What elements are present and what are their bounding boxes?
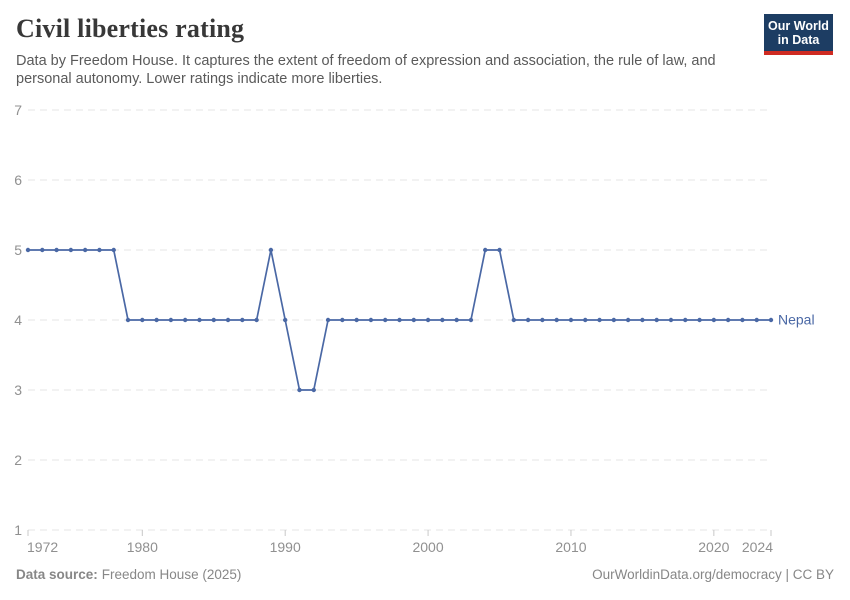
series-label-nepal: Nepal <box>778 312 815 328</box>
data-point <box>697 317 702 323</box>
rights-link[interactable]: OurWorldinData.org/democracy | CC BY <box>592 567 834 582</box>
data-point <box>411 317 416 323</box>
data-point <box>354 317 359 323</box>
data-source-label: Data source: <box>16 567 98 582</box>
data-point <box>40 247 45 253</box>
svg-text:1: 1 <box>14 522 22 538</box>
y-axis-labels: 1 2 3 4 5 6 7 <box>14 102 22 538</box>
data-point <box>768 317 774 323</box>
chart-subtitle: Data by Freedom House. It captures the e… <box>16 53 716 87</box>
data-point <box>54 247 59 253</box>
svg-text:2020: 2020 <box>698 539 729 555</box>
data-point <box>454 317 459 323</box>
data-point <box>297 387 302 393</box>
data-point <box>97 247 102 253</box>
page-title: Civil liberties rating <box>16 14 245 43</box>
svg-text:5: 5 <box>14 242 22 258</box>
data-point <box>540 317 545 323</box>
data-point <box>197 317 202 323</box>
svg-text:1972: 1972 <box>27 539 58 555</box>
data-point <box>640 317 645 323</box>
svg-text:2: 2 <box>14 452 22 468</box>
svg-text:7: 7 <box>14 102 22 118</box>
data-point <box>397 317 402 323</box>
data-point <box>468 317 474 323</box>
data-point <box>168 317 174 323</box>
data-source: Data source: Freedom House (2025) <box>16 567 241 582</box>
data-point <box>440 317 445 323</box>
data-point <box>740 317 745 323</box>
data-point <box>325 317 331 323</box>
data-point <box>525 317 531 323</box>
data-point <box>597 317 602 323</box>
data-point <box>154 317 159 323</box>
data-point <box>611 317 617 323</box>
svg-text:1990: 1990 <box>270 539 301 555</box>
svg-text:2000: 2000 <box>412 539 443 555</box>
data-point <box>311 387 316 393</box>
svg-text:2010: 2010 <box>555 539 586 555</box>
data-point <box>225 317 231 323</box>
owid-logo[interactable]: Our World in Data <box>764 14 833 55</box>
owid-logo-line1: Our World <box>768 19 829 33</box>
data-point <box>554 317 559 323</box>
svg-text:2024: 2024 <box>742 539 773 555</box>
data-point <box>511 317 517 323</box>
svg-text:1980: 1980 <box>127 539 158 555</box>
data-source-value: Freedom House (2025) <box>101 567 242 582</box>
svg-text:4: 4 <box>14 312 22 328</box>
data-point <box>111 247 116 253</box>
data-point <box>568 317 574 323</box>
data-point <box>82 247 88 253</box>
data-point <box>711 317 717 323</box>
data-point <box>383 317 388 323</box>
data-point <box>268 247 274 253</box>
svg-text:6: 6 <box>14 172 22 188</box>
series-nepal[interactable]: Nepal <box>25 247 815 393</box>
data-point <box>725 317 731 323</box>
data-point <box>140 317 145 323</box>
data-point <box>654 317 659 323</box>
data-point <box>25 247 31 253</box>
data-point <box>125 317 131 323</box>
data-point <box>368 317 374 323</box>
data-point <box>668 317 674 323</box>
data-point <box>340 317 345 323</box>
data-point <box>483 247 488 253</box>
data-point <box>240 317 245 323</box>
owid-logo-line2: in Data <box>777 33 820 47</box>
data-point <box>182 317 188 323</box>
data-point <box>211 317 216 323</box>
data-point <box>754 317 759 323</box>
data-point <box>68 247 74 253</box>
data-point <box>497 247 502 253</box>
data-point <box>625 317 631 323</box>
data-point <box>425 317 431 323</box>
data-point <box>583 317 588 323</box>
data-point <box>282 317 288 323</box>
data-point <box>683 317 688 323</box>
svg-text:3: 3 <box>14 382 22 398</box>
x-axis: 1972 1980 1990 2000 2010 2020 2024 <box>27 530 773 555</box>
data-point <box>254 317 259 323</box>
